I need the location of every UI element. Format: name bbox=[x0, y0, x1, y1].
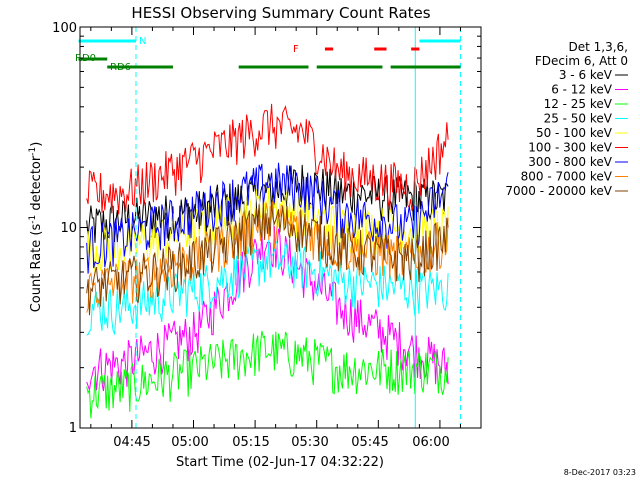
legend-label-1: 6 - 12 keV bbox=[551, 83, 613, 97]
chart-title: HESSI Observing Summary Count Rates bbox=[131, 4, 430, 22]
y-axis-label-end: ) bbox=[29, 142, 44, 147]
x-axis-label: Start Time (02-Jun-17 04:32:22) bbox=[176, 455, 384, 470]
y-tick-label-10: 10 bbox=[60, 221, 77, 236]
series-line-0 bbox=[86, 164, 449, 243]
legend-header-line-2: FDecim 6, Att 0 bbox=[535, 54, 628, 68]
flag-label-rd0: RD0 bbox=[75, 53, 96, 64]
flag-labels: N F RD0 RD6 bbox=[75, 36, 299, 73]
flag-label-rd6: RD6 bbox=[110, 62, 131, 73]
legend-label-7: 800 - 7000 keV bbox=[521, 170, 613, 184]
x-tick-label-0530: 05:30 bbox=[291, 435, 328, 450]
legend-header-line-1: Det 1,3,6, bbox=[569, 40, 629, 54]
legend-label-5: 100 - 300 keV bbox=[528, 141, 612, 155]
y-axis-label-tail: detector bbox=[29, 155, 44, 215]
y-axis-label-sup2: -1 bbox=[28, 147, 38, 156]
flag-label-f: F bbox=[293, 44, 299, 55]
flag-label-n: N bbox=[139, 36, 146, 47]
y-axis-label: Count Rate (s-1 detector-1) bbox=[28, 142, 44, 313]
legend-label-0: 3 - 6 keV bbox=[559, 68, 613, 82]
legend-label-8: 7000 - 20000 keV bbox=[505, 184, 612, 198]
legend-label-2: 12 - 25 keV bbox=[544, 97, 613, 111]
flag-layer bbox=[78, 27, 461, 428]
y-axis: 100 10 1 bbox=[52, 21, 481, 436]
series-line-3 bbox=[86, 239, 449, 336]
x-tick-label-0600: 06:00 bbox=[412, 435, 449, 450]
series-line-5 bbox=[86, 103, 449, 215]
series-line-2 bbox=[86, 330, 449, 419]
x-tick-label-0545: 05:45 bbox=[351, 435, 388, 450]
series-line-7 bbox=[86, 200, 449, 313]
x-tick-label-0515: 05:15 bbox=[232, 435, 269, 450]
x-tick-label-0500: 05:00 bbox=[171, 435, 208, 450]
legend-label-6: 300 - 800 keV bbox=[528, 155, 612, 169]
y-tick-label-100: 100 bbox=[52, 21, 77, 36]
legend-label-4: 50 - 100 keV bbox=[536, 126, 613, 140]
series-line-1 bbox=[86, 226, 449, 392]
series-line-8 bbox=[86, 201, 449, 316]
y-tick-label-1: 1 bbox=[69, 421, 77, 436]
series-layer bbox=[86, 103, 449, 419]
y-axis-label-sup: -1 bbox=[28, 215, 38, 224]
y-axis-label-main: Count Rate (s bbox=[29, 224, 44, 313]
legend-label-3: 25 - 50 keV bbox=[544, 112, 613, 126]
x-axis: 04:45 05:00 05:15 05:30 05:45 06:00 bbox=[90, 27, 482, 450]
footer-timestamp: 8-Dec-2017 03:23 bbox=[564, 468, 636, 477]
x-tick-label-0445: 04:45 bbox=[113, 435, 150, 450]
